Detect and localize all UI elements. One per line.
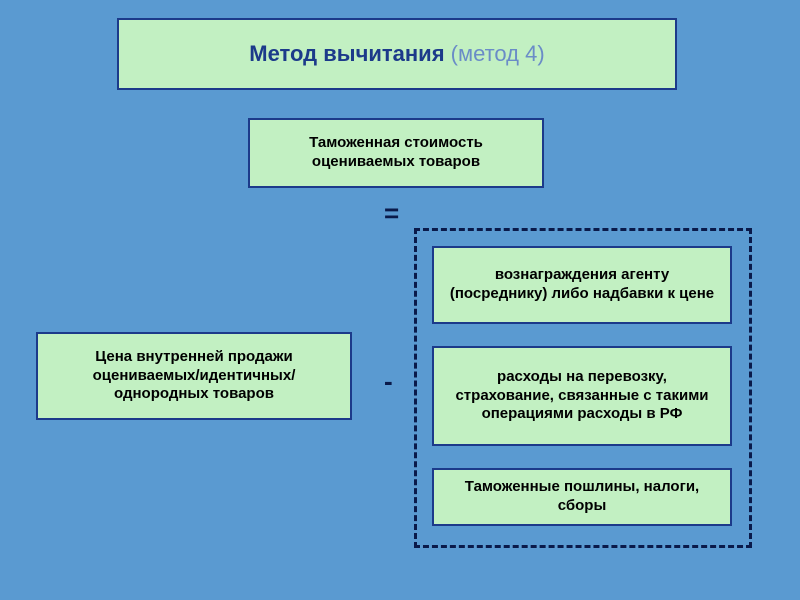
node-agent-fee-label: вознаграждения агенту (посреднику) либо … xyxy=(448,266,716,304)
node-transport-costs-label: расходы на перевозку, страхование, связа… xyxy=(448,368,716,424)
node-agent-fee: вознаграждения агенту (посреднику) либо … xyxy=(432,246,732,324)
minus-symbol: - xyxy=(384,366,393,397)
node-internal-price-label: Цена внутренней продажи оцениваемых/иден… xyxy=(52,348,336,404)
node-duties: Таможенные пошлины, налоги, сборы xyxy=(432,468,732,526)
title-suffix: (метод 4) xyxy=(445,41,545,66)
equals-symbol-text: = xyxy=(384,198,399,228)
node-customs-value-label: Таможенная стоимость оцениваемых товаров xyxy=(264,134,528,172)
equals-symbol: = xyxy=(384,198,399,229)
title-box: Метод вычитания (метод 4) xyxy=(117,18,677,90)
node-customs-value: Таможенная стоимость оцениваемых товаров xyxy=(248,118,544,188)
title-text: Метод вычитания (метод 4) xyxy=(249,41,544,67)
node-duties-label: Таможенные пошлины, налоги, сборы xyxy=(448,478,716,516)
minus-symbol-text: - xyxy=(384,366,393,396)
node-internal-price: Цена внутренней продажи оцениваемых/иден… xyxy=(36,332,352,420)
node-transport-costs: расходы на перевозку, страхование, связа… xyxy=(432,346,732,446)
title-main: Метод вычитания xyxy=(249,41,444,66)
